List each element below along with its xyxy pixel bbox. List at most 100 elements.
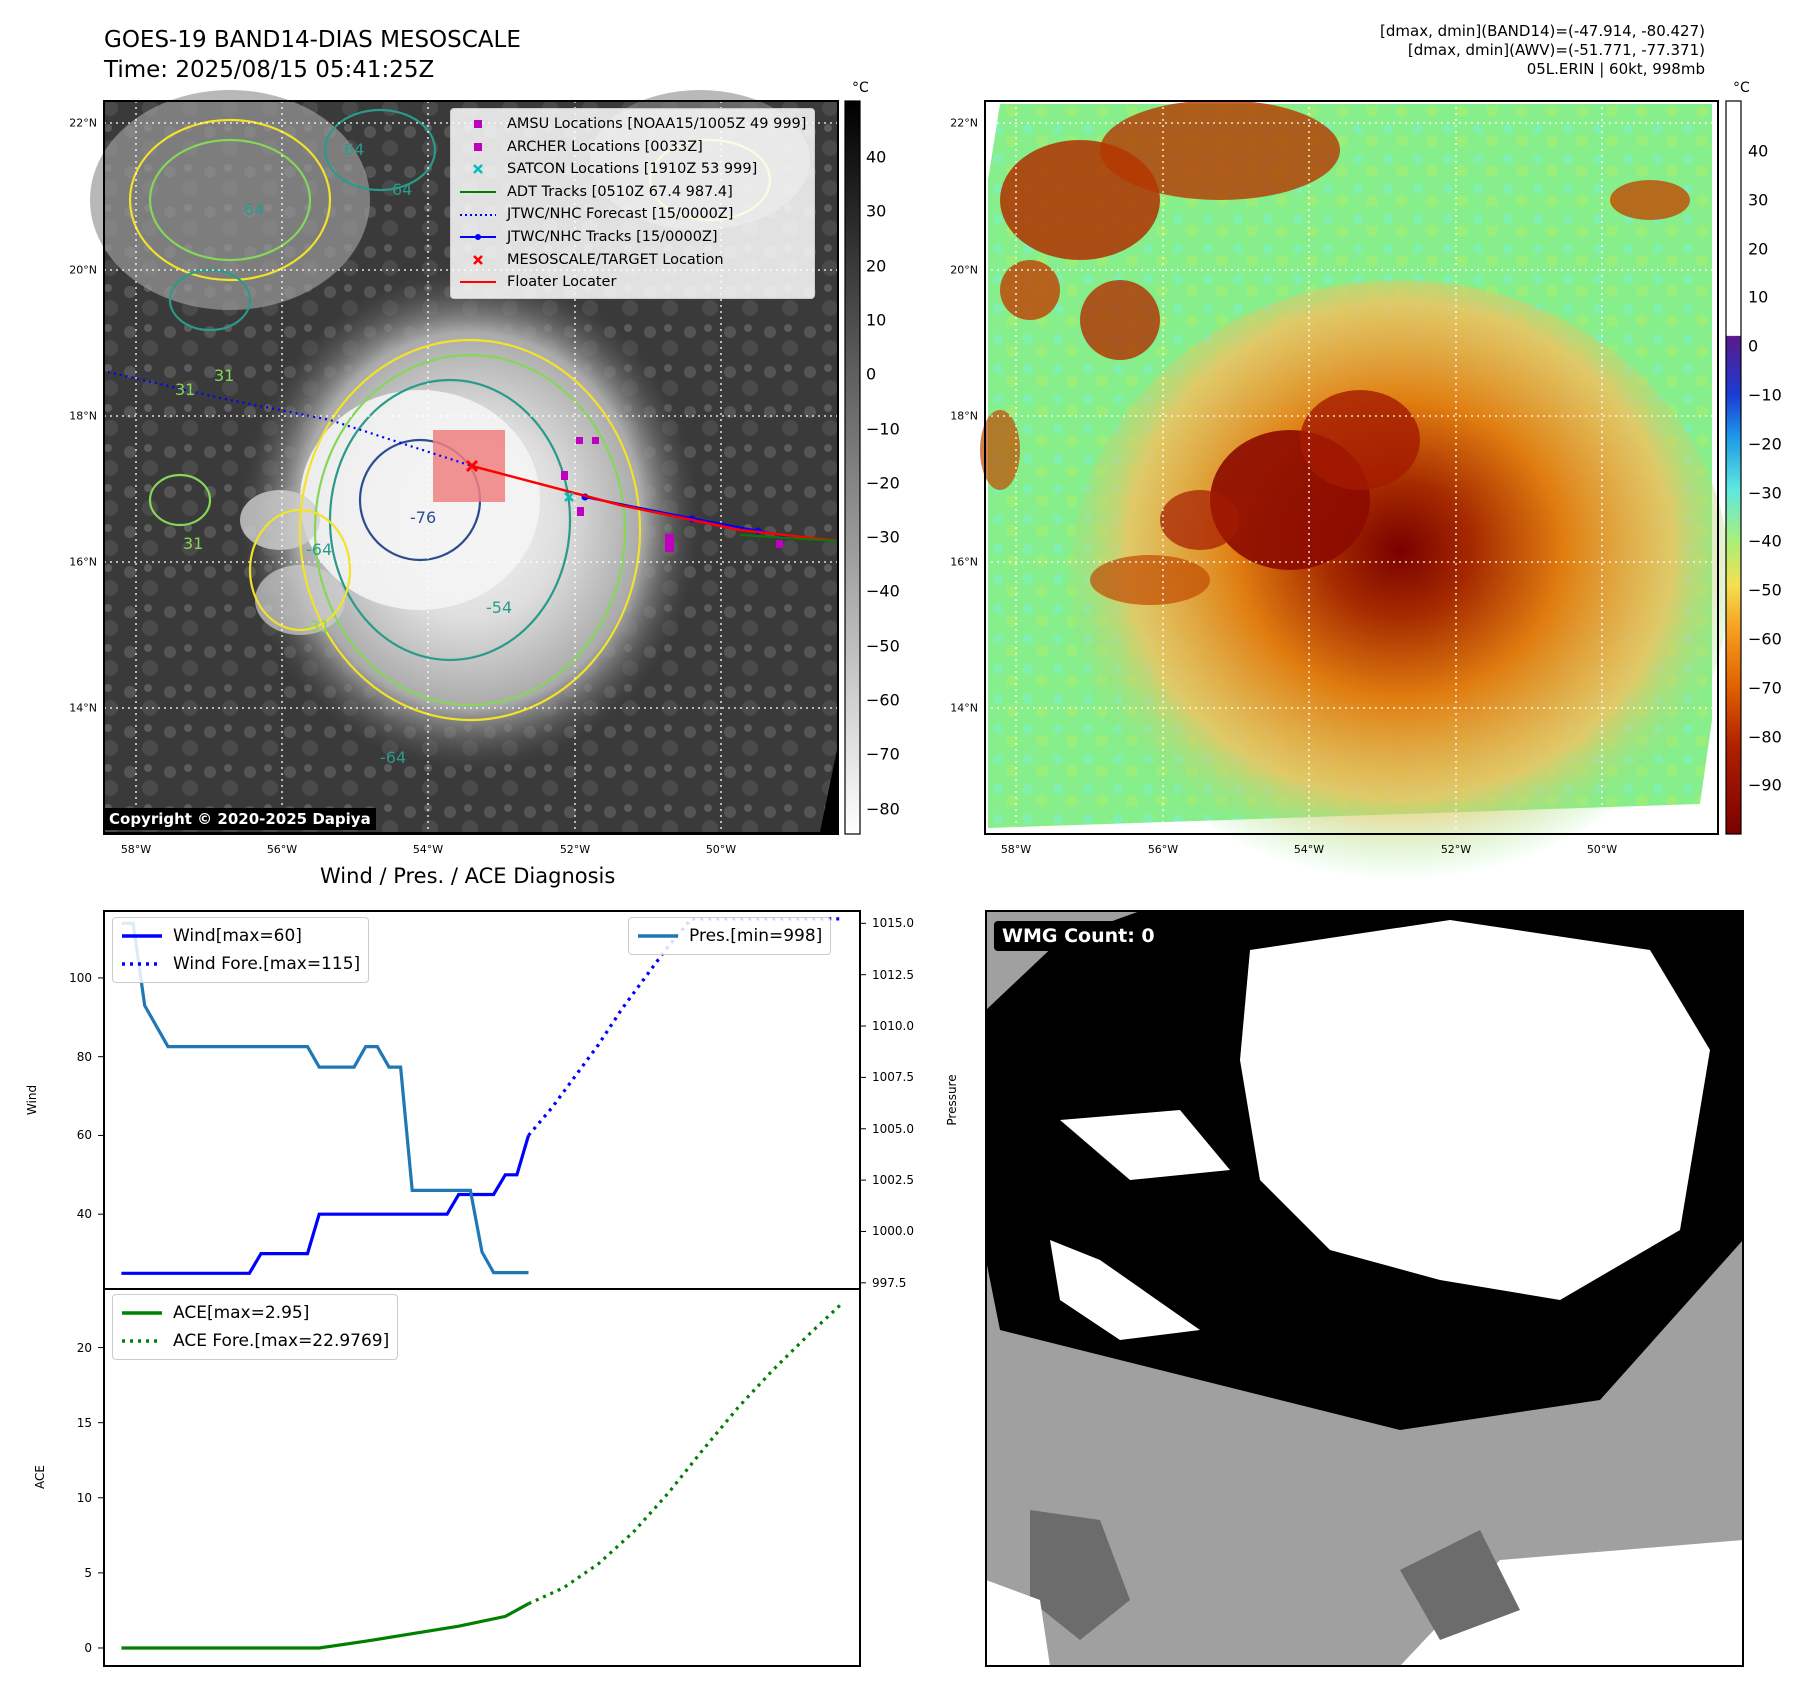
legend-entry: ARCHER Locations [0033Z] — [459, 136, 806, 159]
legend-label: JTWC/NHC Tracks [15/0000Z] — [507, 228, 718, 245]
colorbar-tick: −80 — [1748, 727, 1782, 747]
legend-swatch — [474, 142, 482, 151]
colorbar-tick: 40 — [1748, 141, 1769, 161]
y-tick-label: 40 — [76, 1207, 92, 1222]
colorbar-tick: −40 — [1748, 531, 1782, 551]
right-colorbar — [1725, 100, 1742, 835]
contour-label: -31 — [304, 617, 331, 636]
y2-tick-label: 1007.5 — [872, 1070, 914, 1085]
legend-entry: JTWC/NHC Forecast [15/0000Z] — [459, 203, 806, 226]
info-line1: [dmax, dmin](BAND14)=(-47.914, -80.427) — [1380, 22, 1705, 40]
awv-map-background — [985, 101, 1718, 834]
series-line — [121, 1602, 530, 1650]
legend-entry: Wind[max=60] — [121, 922, 360, 950]
legend-swatch — [638, 934, 678, 938]
legend-entry: Wind Fore.[max=115] — [121, 950, 360, 978]
legend-label: Wind Fore.[max=115] — [173, 954, 361, 974]
floater-box — [433, 430, 505, 502]
legend-entry: ACE[max=2.95] — [121, 1299, 389, 1327]
map-legend: AMSU Locations [NOAA15/1005Z 49 999] ARCH… — [450, 108, 816, 299]
lat-label: 22°N — [69, 116, 97, 130]
legend-label: ADT Tracks [0510Z 67.4 987.4] — [507, 183, 733, 200]
legend-swatch — [122, 1339, 162, 1343]
colorbar-unit: °C — [1733, 80, 1750, 96]
lat-label: 14°N — [950, 701, 978, 715]
legend-swatch — [473, 164, 483, 175]
legend-entry: SATCON Locations [1910Z 53 999] — [459, 158, 806, 181]
y-tick-label: 15 — [76, 1415, 92, 1430]
y-tick-label: 10 — [76, 1490, 92, 1505]
info-line2: [dmax, dmin](AWV)=(-51.771, -77.371) — [1407, 41, 1705, 59]
legend-swatch — [122, 962, 162, 966]
colorbar-tick: −60 — [866, 690, 900, 710]
colorbar-tick: −50 — [1748, 580, 1782, 600]
y2-tick-label: 1010.0 — [872, 1019, 914, 1034]
lon-label: 58°W — [120, 843, 152, 856]
lat-label: 20°N — [69, 263, 97, 277]
info-line3: 05L.ERIN | 60kt, 998mb — [1526, 60, 1705, 78]
y2-tick-label: 1015.0 — [872, 916, 914, 931]
legend-label: ACE Fore.[max=22.9769] — [173, 1331, 390, 1351]
colorbar-unit: °C — [852, 80, 869, 96]
contour-label: -64 — [380, 748, 407, 767]
lat-label: 22°N — [950, 116, 978, 130]
legend-label: ACE[max=2.95] — [173, 1303, 310, 1323]
y-tick-label: 0 — [84, 1640, 92, 1655]
lon-label: 58°W — [1000, 843, 1032, 856]
legend-label: Wind[max=60] — [173, 926, 302, 946]
colorbar-tick: −10 — [866, 419, 900, 438]
contour-label: 64 — [392, 180, 413, 199]
lat-label: 18°N — [950, 409, 978, 423]
legend-swatch — [460, 191, 496, 194]
lat-label: 16°N — [69, 555, 97, 569]
colorbar-tick: −60 — [1748, 629, 1782, 649]
y2-tick-label: 1012.5 — [872, 967, 914, 982]
y-axis-label: ACE — [33, 1465, 47, 1489]
figure-info: [dmax, dmin](BAND14)=(-47.914, -80.427) … — [1380, 22, 1705, 79]
contour-label: -76 — [410, 508, 437, 527]
colorbar-tick: −80 — [866, 799, 900, 819]
best-track — [584, 495, 839, 543]
contour-label: -64 — [306, 540, 333, 559]
y-tick-label: 100 — [69, 970, 92, 985]
legend-entry: MESOSCALE/TARGET Location — [459, 249, 806, 272]
contour-label: 64 — [244, 200, 265, 219]
lon-label: 54°W — [1293, 843, 1325, 856]
contour-label: 64 — [344, 140, 365, 159]
colorbar-tick: −30 — [1748, 483, 1782, 503]
diag-title: Wind / Pres. / ACE Diagnosis — [320, 864, 616, 888]
copyright-label: Copyright © 2020-2025 Dapiya — [104, 808, 376, 830]
contour-label: 31 — [214, 366, 235, 385]
legend-swatch — [460, 234, 496, 241]
floater-track — [471, 464, 839, 543]
lat-label: 16°N — [950, 555, 978, 569]
colorbar-tick: 10 — [1748, 287, 1769, 307]
lat-label: 20°N — [950, 263, 978, 277]
y2-axis-label: Pressure — [945, 1074, 959, 1126]
series-line — [121, 1134, 531, 1275]
lon-label: 54°W — [412, 843, 444, 856]
colorbar-tick: 20 — [866, 256, 887, 276]
wmg-count-label: WMG Count: 0 — [994, 921, 1163, 951]
y-tick-label: 60 — [76, 1128, 92, 1143]
colorbar-tick: −90 — [1748, 775, 1782, 795]
legend-label: Floater Locater — [507, 274, 617, 291]
y2-tick-label: 1002.5 — [872, 1173, 914, 1188]
legend-label: JTWC/NHC Forecast [15/0000Z] — [507, 206, 734, 223]
chart-legend: Pres.[min=998] — [628, 917, 832, 955]
legend-entry: ACE Fore.[max=22.9769] — [121, 1327, 389, 1355]
legend-swatch — [122, 934, 162, 938]
colorbar-tick: 0 — [866, 364, 877, 384]
y2-tick-label: 1005.0 — [872, 1121, 914, 1136]
left-colorbar — [844, 100, 861, 835]
colorbar-tick: 30 — [1748, 190, 1769, 210]
colorbar-tick: −70 — [1748, 678, 1782, 698]
colorbar-tick: −50 — [866, 636, 900, 656]
y-tick-label: 20 — [76, 1340, 92, 1355]
legend-entry: JTWC/NHC Tracks [15/0000Z] — [459, 226, 806, 249]
y2-tick-label: 997.5 — [872, 1275, 907, 1290]
legend-label: ARCHER Locations [0033Z] — [507, 138, 703, 155]
y-tick-label: 80 — [76, 1049, 92, 1064]
wmg-panel-background — [986, 911, 1743, 1666]
colorbar-tick: 10 — [866, 310, 887, 330]
